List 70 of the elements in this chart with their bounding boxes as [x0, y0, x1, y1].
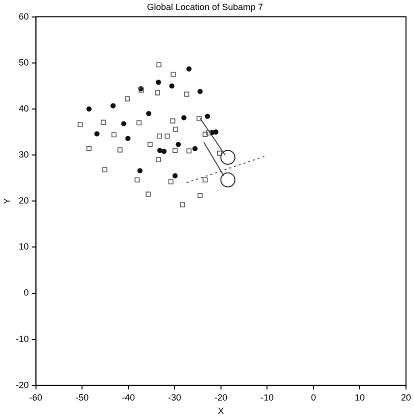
point [86, 106, 92, 112]
point [111, 132, 117, 138]
point [100, 120, 106, 125]
x-tick-label: 10 [354, 392, 365, 402]
point [184, 92, 190, 97]
point [156, 80, 162, 85]
y-tick-label: -10 [16, 334, 29, 344]
point [164, 134, 170, 139]
point [172, 148, 178, 153]
point [197, 88, 203, 94]
point [186, 148, 192, 154]
point [146, 110, 152, 116]
point [137, 168, 143, 174]
x-tick-label: -20 [214, 392, 228, 402]
point [169, 83, 174, 89]
point [216, 150, 222, 156]
point [196, 116, 202, 122]
point [102, 167, 108, 172]
point [78, 122, 83, 128]
point [192, 146, 198, 152]
point [136, 120, 142, 126]
point [213, 129, 218, 135]
point [202, 132, 208, 137]
point [204, 114, 210, 119]
point [168, 179, 174, 184]
point [156, 62, 162, 68]
point [94, 131, 100, 136]
point [110, 103, 116, 108]
y-tick-label: 60 [18, 11, 29, 22]
point [148, 142, 153, 147]
point [134, 177, 140, 182]
point [156, 134, 162, 139]
point [118, 147, 123, 152]
point [172, 173, 178, 178]
x-tick-label: -10 [260, 392, 274, 402]
point [170, 72, 176, 77]
point [206, 130, 211, 136]
point [173, 126, 178, 132]
point [146, 192, 151, 197]
y-tick-label: 10 [18, 242, 29, 252]
x-tick-label: 0 [310, 392, 316, 402]
point [181, 115, 186, 120]
y-tick-label: 0 [24, 288, 29, 298]
y-axis-title: Y [2, 198, 12, 204]
point [124, 96, 130, 102]
point [156, 157, 161, 162]
point [170, 118, 176, 124]
x-tick-label: -50 [76, 392, 89, 402]
x-tick-label: -30 [168, 392, 182, 402]
y-tick-label: 40 [18, 103, 29, 114]
point [157, 148, 162, 154]
point [202, 177, 208, 182]
x-tick-label: -60 [29, 392, 42, 402]
x-tick-label: -40 [122, 392, 135, 402]
point [121, 121, 126, 126]
x-axis-title: X [218, 406, 224, 416]
y-tick-label: 50 [18, 57, 29, 68]
point [154, 90, 160, 96]
y-tick-label: 20 [18, 196, 29, 206]
y-tick-label: 30 [18, 150, 29, 160]
point [186, 66, 192, 72]
point [198, 193, 203, 198]
point [125, 136, 130, 142]
point [86, 146, 92, 152]
point [161, 148, 167, 154]
chart-title: Global Location of Subamp 7 [146, 2, 264, 12]
y-tick-label: -20 [16, 380, 29, 390]
point [180, 202, 186, 208]
x-tick-label: 20 [400, 392, 411, 402]
point [176, 142, 181, 148]
